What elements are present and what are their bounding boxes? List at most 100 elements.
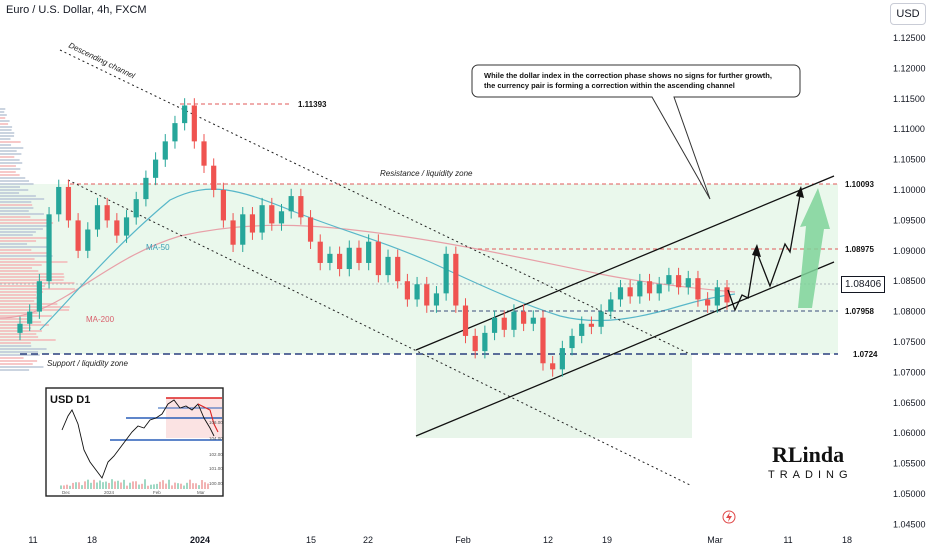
inset-volume-bar xyxy=(129,482,131,489)
candle-body xyxy=(94,205,101,230)
x-tick-label: 11 xyxy=(783,535,792,545)
volume-profile-bar xyxy=(0,360,38,362)
volume-profile-bar xyxy=(0,147,24,149)
candle-body xyxy=(27,311,33,324)
volume-profile-bar xyxy=(0,345,32,347)
y-tick-label: 1.07500 xyxy=(893,337,926,347)
candle-body xyxy=(36,281,42,312)
inset-chart: USD D1 106.00 104.00 102.00 101.00 100.0… xyxy=(45,387,224,497)
candle-body xyxy=(530,317,536,324)
inset-title: USD D1 xyxy=(50,394,90,406)
volume-profile-bar xyxy=(0,237,51,239)
volume-profile-bar xyxy=(0,279,64,281)
candle-body xyxy=(230,220,236,245)
candle-body xyxy=(550,363,556,370)
candles-group xyxy=(17,98,730,377)
volume-profile-bar xyxy=(0,165,16,167)
x-tick-label: 11 xyxy=(28,535,37,545)
candle-body xyxy=(220,190,226,221)
candle-body xyxy=(317,241,323,263)
ma50-label: MA-50 xyxy=(146,243,170,252)
inset-volume-bar xyxy=(168,479,170,489)
volume-profile-bar xyxy=(0,240,37,242)
candle-body xyxy=(298,196,304,218)
x-tick-label: 18 xyxy=(842,535,852,545)
candle-body xyxy=(579,323,585,336)
volume-profile-bar xyxy=(0,243,28,245)
inset-volume-bar xyxy=(96,482,98,489)
candle-body xyxy=(501,317,507,330)
inset-volume-bar xyxy=(144,479,146,489)
candle-body xyxy=(249,214,256,233)
inset-volume-bar xyxy=(141,483,143,489)
candle-body xyxy=(143,177,149,200)
volume-profile-bar xyxy=(0,276,65,278)
inset-volume-bar xyxy=(120,482,122,489)
volume-profile-bar xyxy=(0,126,13,128)
candle-body xyxy=(46,214,52,282)
inset-ytick-5: 100.00 xyxy=(209,481,223,486)
inset-volume-bar xyxy=(63,485,65,489)
candle-body xyxy=(666,275,672,285)
candle-body xyxy=(307,217,314,242)
volume-profile-bar xyxy=(0,234,33,236)
candle-body xyxy=(385,256,391,276)
candle-body xyxy=(705,299,711,306)
volume-profile-bar xyxy=(0,303,58,305)
time-axis[interactable]: 11 18 2024 15 22 Feb 12 19 Mar 11 18 xyxy=(28,535,852,545)
volume-profile-bar xyxy=(0,216,31,218)
candle-body xyxy=(133,199,139,218)
volume-profile-bar xyxy=(0,210,29,212)
y-tick-label: 1.07000 xyxy=(893,367,926,377)
volume-profile-bar xyxy=(0,357,24,359)
volume-profile-bar xyxy=(0,213,44,215)
inset-volume-bar xyxy=(207,483,209,489)
candle-body xyxy=(617,287,624,300)
candle-body xyxy=(85,229,91,251)
inset-volume-bar xyxy=(195,483,197,489)
inset-volume-bar xyxy=(150,484,152,489)
candle-body xyxy=(482,332,488,352)
candle-body xyxy=(695,278,701,300)
volume-profile-bar xyxy=(0,189,29,191)
ma-200-line xyxy=(0,224,736,319)
candle-body xyxy=(327,253,333,263)
candle-body xyxy=(75,220,81,251)
volume-profile-bar xyxy=(0,369,30,371)
price-axis[interactable]: 1.12500 1.12000 1.11500 1.11000 1.10500 1.100… xyxy=(893,33,926,529)
inset-volume-bar xyxy=(177,483,179,489)
volume-profile-bar xyxy=(0,339,56,341)
y-tick-label: 1.05500 xyxy=(893,459,926,469)
volume-profile-bar xyxy=(0,201,32,203)
inset-volume-bar xyxy=(204,482,206,489)
volume-profile-bar xyxy=(0,267,33,269)
candle-body xyxy=(414,284,420,300)
volume-profile-bar xyxy=(0,141,21,143)
event-flag-icon[interactable] xyxy=(722,510,736,524)
y-tick-label: 1.09500 xyxy=(893,215,926,225)
inset-volume-bar xyxy=(66,484,68,489)
volume-profile-bar xyxy=(0,321,42,323)
currency-button[interactable]: USD xyxy=(890,3,926,25)
volume-profile-bar xyxy=(0,138,11,140)
volume-profile-bar xyxy=(0,294,37,296)
volume-profile-bar xyxy=(0,231,36,233)
y-tick-label: 1.10000 xyxy=(893,185,926,195)
volume-profile-bar xyxy=(0,195,36,197)
volume-profile-bar xyxy=(0,324,49,326)
candle-body xyxy=(211,165,217,190)
inset-volume-bar xyxy=(153,484,155,489)
level-label-11393: 1.11393 xyxy=(298,100,327,109)
candle-body xyxy=(588,323,595,327)
candle-body xyxy=(259,205,265,233)
inset-volume-bar xyxy=(114,481,116,489)
level-label-10093: 1.10093 xyxy=(845,180,874,189)
candle-body xyxy=(453,253,459,306)
inset-volume-bar xyxy=(132,481,134,489)
projection-arrowhead xyxy=(796,186,804,198)
callout-bubble[interactable] xyxy=(471,64,801,200)
volume-profile-bar xyxy=(0,327,32,329)
projection-arrowhead-mid xyxy=(752,244,761,257)
candle-body xyxy=(375,241,381,276)
